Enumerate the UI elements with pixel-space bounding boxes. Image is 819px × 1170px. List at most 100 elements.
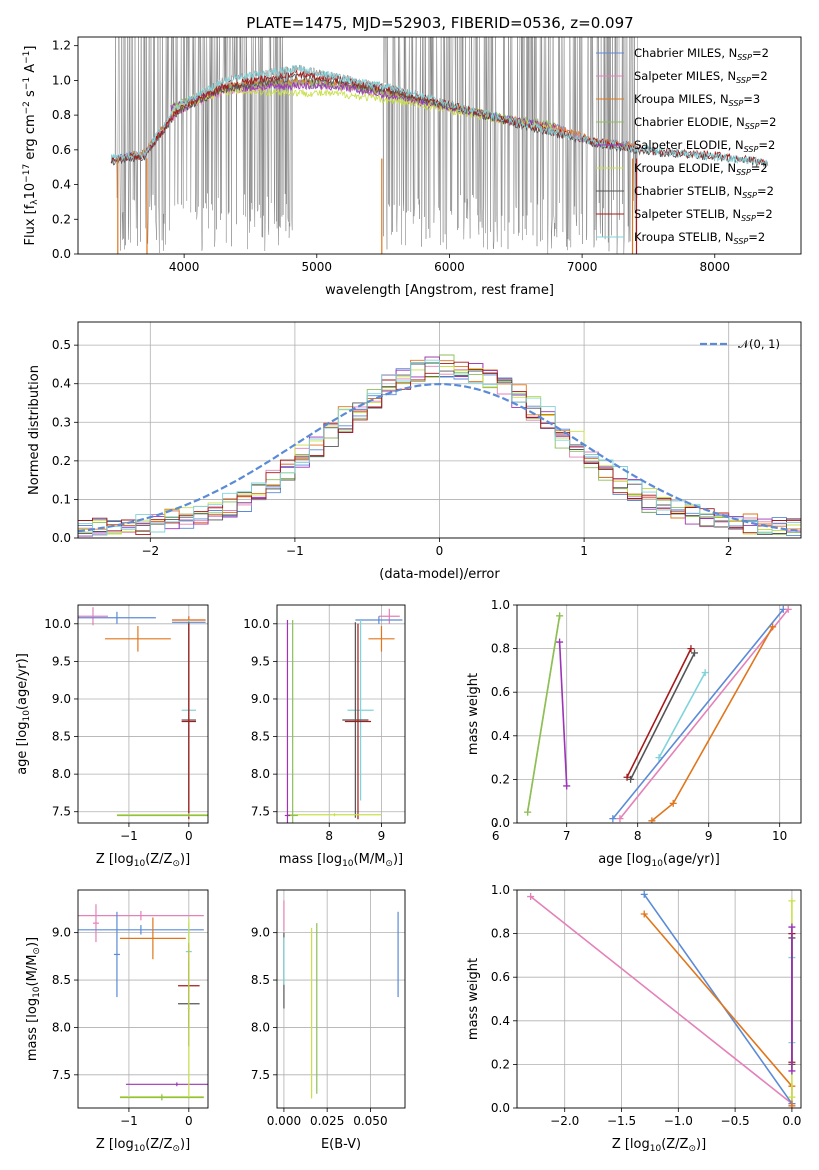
y-tick-label: 0.5 [52,338,71,352]
weight-line [619,608,789,820]
x-axis-label: Z [log10(Z/Z⊙)] [612,1137,706,1154]
legend-entry: Chabrier ELODIE, NSSP=2 [634,115,776,131]
y-tick-label: 0.8 [52,108,71,122]
legend-text: Chabrier STELIB, N [634,184,742,198]
legend-sub: SSP [736,168,751,177]
y-tick-label: 7.5 [52,1068,71,1082]
y-axis-label: mass weight [466,958,481,1040]
legend-entry: Kroupa MILES, NSSP=3 [634,92,760,108]
x-axis-label-part: (Z/Z [661,1137,688,1152]
y-tick-label: 0.2 [52,454,71,468]
y-axis-label-part: (age/yr)] [15,653,30,710]
histogram-step [78,359,801,536]
plot-area [78,322,801,538]
plot-area [517,890,801,1108]
legend-suffix: =2 [756,207,773,221]
y-tick-label: 8.0 [52,767,71,781]
x-axis-label-part: ⊙ [172,1144,180,1154]
y-tick-label: 9.0 [251,926,270,940]
y-axis-label-part: s [23,90,38,101]
x-tick-label: 0.025 [310,1114,344,1128]
y-tick-label: 1.0 [52,73,71,87]
x-axis-label-part: Z [log [612,1137,650,1152]
y-axis-label-part: Flux [f [23,204,38,245]
x-tick-label: −1.0 [664,1114,693,1128]
x-tick-label: 10 [772,829,787,843]
legend-sub: SSP [734,237,749,246]
weight-marker [788,1067,796,1075]
weight-marker [788,923,796,931]
weight-marker [527,893,535,901]
y-tick-label: 0.2 [52,212,71,226]
spectrum-line [110,65,769,166]
y-tick-label: 8.0 [251,1020,270,1034]
legend-sub: SSP [742,191,757,200]
legend-text: Salpeter STELIB, N [634,207,741,221]
y-tick-label: 0.4 [52,377,71,391]
y-tick-label: 10.0 [44,617,71,631]
y-axis-label: Normed distribution [27,365,42,495]
x-axis-label: Z [log10(Z/Z⊙)] [96,1137,190,1154]
y-tick-label: 0.3 [52,415,71,429]
weight-marker [691,649,698,657]
y-tick-label: 0.2 [491,772,510,786]
x-tick-label: 2 [725,544,733,558]
panel-age-vs-mass: 8 9 7.5 8.0 8.5 9.0 9.5 10.0 mass [log10(M/M⊙)] [243,604,406,869]
y-tick-label: 0.0 [52,247,71,261]
gaussian-curve [78,382,799,533]
plot-area [517,605,801,823]
legend-sub: SSP [737,53,752,62]
x-axis-label-part: (Z/Z [145,852,172,867]
weight-marker [701,669,709,677]
legend-entry: Kroupa STELIB, NSSP=2 [634,230,765,246]
legend-sub: SSP [741,214,756,223]
y-tick-label: 9.0 [52,926,71,940]
x-tick-label: 6000 [434,260,465,274]
weight-line [530,895,793,1105]
y-axis-label-part: −17 [22,164,32,183]
weight-line [629,652,696,780]
weight-line [526,615,561,813]
x-axis-label-part: 10 [134,1144,146,1154]
legend-suffix: =2 [751,161,768,175]
axes-frame [77,889,209,1109]
x-tick-label: 0 [185,829,193,843]
y-tick-label: 0.6 [52,143,71,157]
x-axis-label-part: (Z/Z [145,1137,172,1152]
legend-suffix: =2 [752,46,769,60]
x-axis-label-part: )] [393,852,403,867]
x-tick-label: 7 [563,829,571,843]
x-tick-label: 6 [492,829,500,843]
x-axis-label-part: 10 [342,859,354,869]
x-tick-label: 0.050 [353,1114,387,1128]
x-axis-label-part: 10 [650,1144,662,1154]
weight-marker [524,808,532,816]
legend-suffix: =2 [751,69,768,83]
y-tick-label: 7.5 [251,805,270,819]
legend-suffix: =2 [748,230,765,244]
y-axis-label-part: λ [30,199,40,205]
legend-sub: SSP [729,99,744,108]
x-tick-label: 9 [378,829,386,843]
weight-marker [648,817,656,823]
plot-area [78,605,208,823]
y-tick-label: 8.0 [52,1020,71,1034]
y-tick-label: 0.6 [491,970,510,984]
panel-spectrum: 4000 5000 6000 7000 8000 0.0 0.2 0.4 0.6 0.8 1.0 1.… [22,36,802,298]
y-axis-label-part: 10 [22,710,32,722]
y-axis-label-part: −2 [22,101,32,114]
weight-marker [563,782,571,790]
y-axis-label-part: (M/M [25,955,40,987]
legend-entry: Salpeter STELIB, NSSP=2 [634,207,773,223]
axes-frame [516,604,802,824]
y-axis-label-part: )] [25,937,40,947]
y-tick-label: 9.5 [52,654,71,668]
y-tick-label: 0.8 [491,642,510,656]
y-tick-label: 9.5 [251,654,270,668]
legend-suffix: =3 [743,92,760,106]
y-tick-label: 0.4 [491,1014,510,1028]
axes-frame [77,321,802,539]
x-tick-label: 8 [634,829,642,843]
x-axis-label-part: Z [log [96,852,134,867]
